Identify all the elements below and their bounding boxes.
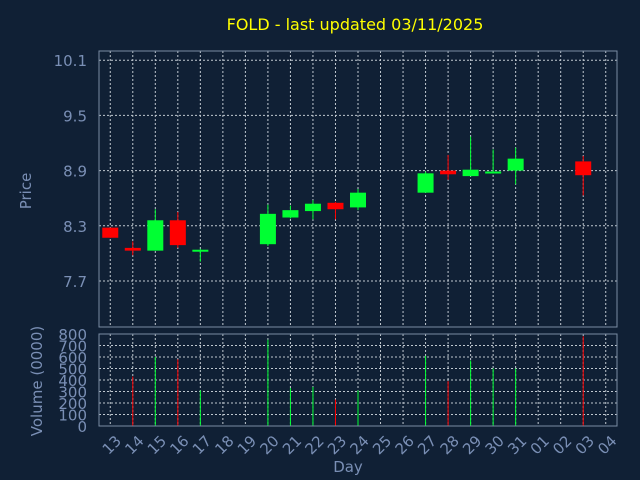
- volume-tick-label: 600: [58, 349, 87, 367]
- candle-body: [124, 247, 141, 251]
- x-axis: 1314151617181920212223242526272829303101…: [99, 432, 621, 458]
- price-tick-label: 8.9: [63, 163, 87, 181]
- y-axis-label-volume: Volume (0000): [28, 326, 46, 436]
- volume-tick-label: 100: [58, 407, 87, 425]
- candle-body: [192, 249, 209, 252]
- candle-body: [575, 161, 592, 176]
- candle-body: [102, 227, 119, 238]
- x-tick-label: 04: [594, 432, 620, 458]
- price-candles: [102, 136, 592, 262]
- candle-body: [440, 170, 457, 175]
- price-tick-label: 7.7: [63, 273, 87, 291]
- price-axis: 10.1 9.5 8.9 8.3 7.7: [54, 52, 87, 291]
- candle-body: [304, 203, 321, 212]
- price-tick-label: 10.1: [54, 52, 87, 70]
- candle-body: [350, 192, 366, 208]
- candle-body: [462, 169, 479, 177]
- volume-bars: [132, 336, 584, 426]
- price-grid: [99, 51, 617, 327]
- volume-tick-label: 500: [58, 361, 87, 379]
- price-panel: 10.1 9.5 8.9 8.3 7.7: [54, 50, 618, 328]
- chart-title: FOLD - last updated 03/11/2025: [227, 15, 484, 34]
- candle-body: [507, 158, 524, 171]
- price-tick-label: 8.3: [63, 218, 87, 236]
- price-panel-frame: [98, 50, 618, 328]
- x-axis-label: Day: [333, 458, 363, 476]
- volume-panel-frame: [98, 333, 618, 427]
- volume-tick-label: 800: [58, 326, 87, 344]
- y-axis-label-price: Price: [17, 173, 35, 210]
- volume-tick-label: 300: [58, 384, 87, 402]
- volume-tick-label: 400: [58, 372, 87, 390]
- volume-tick-label: 200: [58, 395, 87, 413]
- candle-body: [282, 210, 299, 218]
- candle-body: [327, 202, 344, 210]
- volume-tick-label: 700: [58, 338, 87, 356]
- candle-body: [147, 220, 164, 251]
- candle-body: [417, 173, 434, 193]
- candle-body: [259, 213, 276, 245]
- candle-body: [485, 171, 502, 174]
- volume-tick-label: 0: [77, 418, 87, 436]
- price-tick-label: 9.5: [63, 107, 87, 125]
- candle-body: [169, 220, 186, 246]
